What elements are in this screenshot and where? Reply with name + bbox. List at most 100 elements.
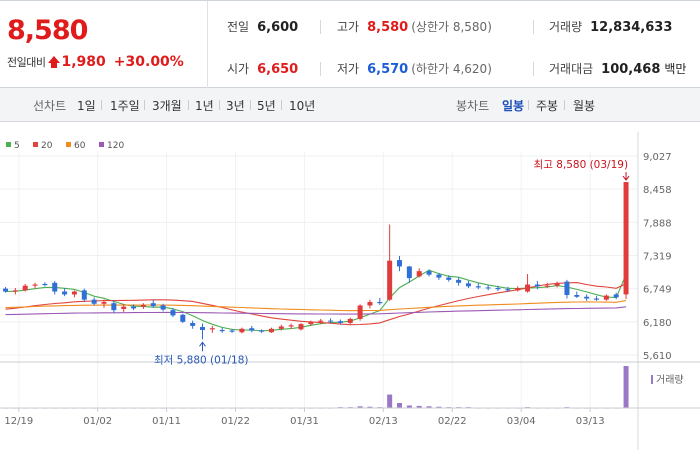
tab-1w[interactable]: 1주일 [110,99,140,113]
legend-label: 60 [74,141,86,151]
current-price: 8,580 [7,15,88,46]
candle-body [515,288,521,291]
tab-3y[interactable]: 3년 [226,99,245,113]
legend-label: 120 [107,141,124,151]
moving-averages [5,269,627,332]
candle-body [613,294,619,298]
candle-body [209,328,215,330]
candle-body [22,285,28,291]
tab-monthly[interactable]: 월봉 [573,99,596,113]
candle-body [3,288,8,292]
chart-period-toolbar: 선차트 1일 1주일 3개월 1년 3년 5년 10년 봉차트 일봉 주봉 월봉 [0,88,700,122]
candle-body [594,298,599,300]
high-arrow-icon [622,175,630,181]
candle-body [12,290,18,292]
candle-body [525,284,531,292]
tab-weekly[interactable]: 주봉 [536,99,559,113]
tab-daily[interactable]: 일봉 [502,99,525,113]
x-tick-label: 01/22 [221,416,250,427]
candle-body [495,288,501,290]
divider [320,62,321,76]
stat-open: 시가 6,650 [227,62,299,77]
legend-swatch [33,142,38,147]
candle-body [337,321,343,323]
candle-body [485,287,491,289]
legend-swatch [6,142,11,147]
change-label: 전일대비 [7,56,46,69]
volume-bar [357,406,363,408]
legend-label: 20 [41,141,53,151]
candle-body [505,289,511,291]
divider [320,20,321,34]
candle-body [397,260,402,267]
y-tick-label: 7,319 [643,252,672,263]
candle-body [160,305,166,310]
candle-body [101,302,107,304]
candle-body [190,322,196,326]
stat-prev-close: 전일 6,600 [227,20,299,35]
candles [3,182,629,340]
x-tick-label: 03/13 [576,416,605,427]
divider [528,100,529,110]
tab-1d[interactable]: 1일 [77,99,96,113]
ma20-line [5,282,627,326]
candle-body [42,283,48,286]
tab-5y[interactable]: 5년 [257,99,276,113]
volume-bar [367,406,373,408]
stat-volume: 거래량 12,834,633 [549,20,673,35]
volume-bar [436,406,442,408]
candle-body [475,286,481,288]
tab-3m[interactable]: 3개월 [152,99,182,113]
candle-body [603,295,609,300]
candle-body [91,299,97,304]
divider [250,100,251,110]
candle-body [387,260,393,300]
y-tick-label: 9,027 [643,152,672,163]
candle-body [52,282,58,292]
candle-body [426,271,432,275]
candle-body [584,296,590,299]
candle-body [288,325,294,327]
tab-1y[interactable]: 1년 [195,99,214,113]
divider [533,62,534,76]
candle-body [140,304,146,307]
stat-high: 고가 8,580 (상한가 8,580) [337,20,492,35]
candle-body [574,295,580,297]
candle-body [229,330,235,332]
candle-body [534,284,540,287]
line-chart-label: 선차트 [33,99,67,113]
low-arrow-icon [199,341,206,347]
volume-legend-swatch [651,375,653,384]
ma60-line [5,300,627,312]
chart-grid [0,152,638,408]
candle-body [259,330,265,332]
candle-body [131,306,137,309]
divider [533,20,534,34]
candle-body [81,290,87,300]
candle-body [298,324,304,330]
change-value: 1,980 [61,54,106,70]
chart-legend: 5 20 60 120 [6,141,124,151]
divider [144,100,145,110]
candle-body [554,283,560,286]
tab-10y[interactable]: 10년 [289,99,316,113]
candle-body [308,321,314,325]
candle-body [436,274,442,278]
divider [101,100,102,110]
x-tick-label: 01/31 [290,416,319,427]
candle-body [170,310,176,316]
divider [281,100,282,110]
x-tick-label: 03/04 [507,416,536,427]
volume-label: 거래량 [656,374,684,386]
candle-body [200,327,205,330]
legend-swatch [99,142,104,147]
x-tick-label: 12/19 [4,416,33,427]
high-annotation: 최고 8,580 (03/19) [534,159,629,171]
candle-body [564,281,570,296]
ma120-line [5,306,627,316]
candle-body [239,328,245,333]
stat-low: 저가 6,570 (하한가 4,620) [337,62,492,77]
x-tick-label: 02/22 [438,416,467,427]
candle-body [268,328,274,333]
volume-bar [406,405,412,408]
